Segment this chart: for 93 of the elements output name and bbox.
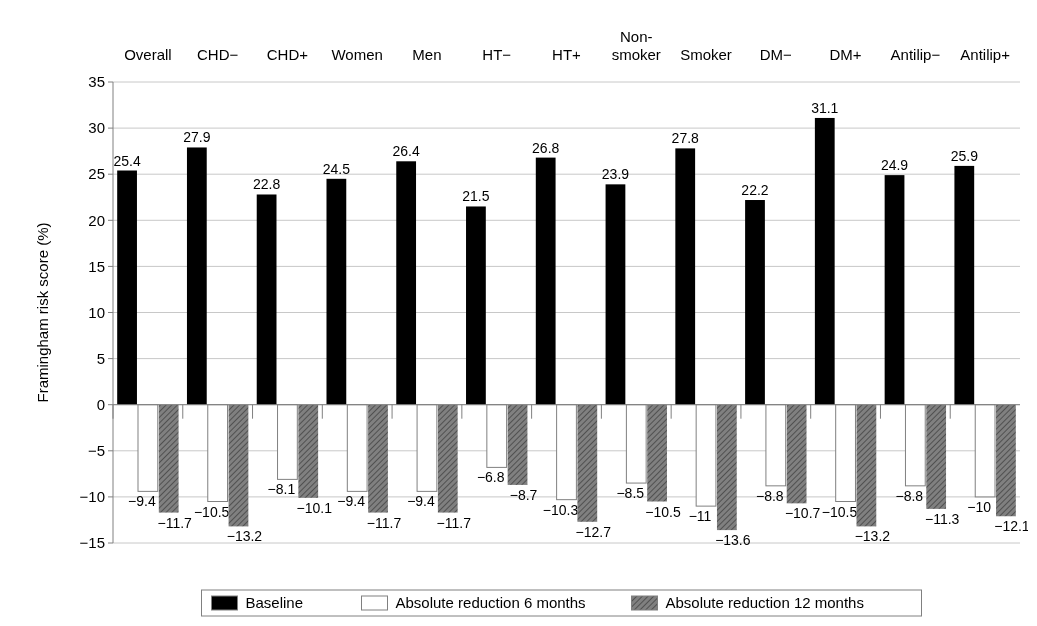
bar xyxy=(256,194,277,405)
x-tick-label: Men xyxy=(412,46,442,63)
bar xyxy=(884,175,905,405)
data-label: −10.5 xyxy=(821,503,858,520)
data-label: −13.2 xyxy=(226,528,263,545)
bar xyxy=(117,170,137,405)
legend-label: Absolute reduction 12 months xyxy=(665,594,864,611)
bar xyxy=(437,404,458,513)
bar xyxy=(158,404,179,513)
x-tick-label: Overall xyxy=(124,46,172,63)
bar xyxy=(675,148,696,405)
data-label: −12.7 xyxy=(575,523,612,540)
bar xyxy=(647,404,667,502)
data-label: 23.9 xyxy=(601,166,630,183)
bar xyxy=(856,404,877,527)
x-tick-label: Antilip+ xyxy=(960,46,1011,63)
data-label: −6.8 xyxy=(476,469,505,486)
x-tick-label: Antilip− xyxy=(890,46,941,63)
data-label: −11.3 xyxy=(924,510,960,527)
x-tick-label: DM+ xyxy=(829,46,862,63)
data-label: −8.5 xyxy=(616,485,645,502)
data-label: −11.7 xyxy=(366,514,402,531)
bar xyxy=(466,206,486,405)
y-tick-label: −10 xyxy=(79,488,105,506)
data-label: −9.4 xyxy=(337,493,366,510)
bar xyxy=(507,404,528,485)
bar xyxy=(926,404,947,509)
data-label: −8.7 xyxy=(509,486,538,503)
data-label: −8.8 xyxy=(755,487,784,504)
bar xyxy=(396,161,417,405)
x-tick-label: Non-smoker xyxy=(611,28,661,63)
bar xyxy=(228,404,249,527)
bar xyxy=(814,117,835,405)
data-label: 25.4 xyxy=(113,152,141,169)
y-tick-label: 35 xyxy=(88,73,105,91)
bar xyxy=(954,165,975,405)
data-label: 22.8 xyxy=(252,176,281,193)
bar xyxy=(786,404,807,504)
data-label: 22.2 xyxy=(741,182,769,199)
data-label: −11.7 xyxy=(436,514,472,531)
x-tick-label: HT− xyxy=(482,46,512,63)
y-tick-label: 10 xyxy=(88,303,105,321)
bar xyxy=(605,184,626,405)
data-label: −10.5 xyxy=(645,503,681,520)
legend-label: Absolute reduction 6 months xyxy=(395,594,586,611)
x-tick-label: Women xyxy=(331,46,383,63)
data-label: −10.7 xyxy=(784,505,821,522)
y-tick-label: 0 xyxy=(96,395,105,413)
x-tick-label: HT+ xyxy=(552,46,582,63)
legend-label: Baseline xyxy=(245,594,304,611)
data-label: 31.1 xyxy=(811,99,839,116)
data-label: −11 xyxy=(688,508,712,525)
data-label: −10.1 xyxy=(296,499,333,516)
data-label: 27.8 xyxy=(671,130,700,147)
bar xyxy=(368,404,388,513)
y-tick-label: 15 xyxy=(88,257,105,275)
bar xyxy=(577,404,598,522)
y-tick-label: −15 xyxy=(79,534,105,552)
data-label: 24.9 xyxy=(880,157,909,174)
y-tick-label: −5 xyxy=(87,442,105,460)
bar xyxy=(186,147,207,405)
data-label: −8.8 xyxy=(895,487,924,504)
bar xyxy=(716,404,737,531)
y-tick-label: 30 xyxy=(88,119,105,137)
data-label: 25.9 xyxy=(950,147,979,164)
data-label: 21.5 xyxy=(462,188,490,205)
data-label: −13.2 xyxy=(854,528,891,545)
data-label: −10.5 xyxy=(193,503,230,520)
y-tick-label: 20 xyxy=(88,211,105,229)
data-label: −10 xyxy=(967,498,992,515)
data-label: 27.9 xyxy=(183,129,211,146)
data-label: −11.7 xyxy=(157,514,193,531)
bar xyxy=(535,157,556,405)
y-tick-label: 5 xyxy=(96,349,105,367)
data-label: 26.4 xyxy=(392,143,420,160)
data-label: −8.1 xyxy=(267,481,296,498)
y-tick-label: 25 xyxy=(88,165,105,183)
data-label: −9.4 xyxy=(407,493,435,510)
x-tick-label: CHD− xyxy=(197,46,239,63)
bar xyxy=(326,178,347,405)
data-label: −9.4 xyxy=(128,493,156,510)
data-label: −10.3 xyxy=(542,501,579,518)
data-label: 24.5 xyxy=(322,160,351,177)
x-tick-label: CHD+ xyxy=(266,46,309,63)
x-tick-label: DM− xyxy=(759,46,793,63)
bar xyxy=(745,200,765,405)
data-label: 26.8 xyxy=(532,139,560,156)
data-label: −13.6 xyxy=(715,532,751,549)
data-label: −12.1 xyxy=(994,518,1030,535)
x-tick-label: Smoker xyxy=(680,46,732,63)
bar xyxy=(298,404,319,498)
bar xyxy=(996,404,1016,517)
y-axis-title: Framingham risk score (%) xyxy=(34,222,51,403)
